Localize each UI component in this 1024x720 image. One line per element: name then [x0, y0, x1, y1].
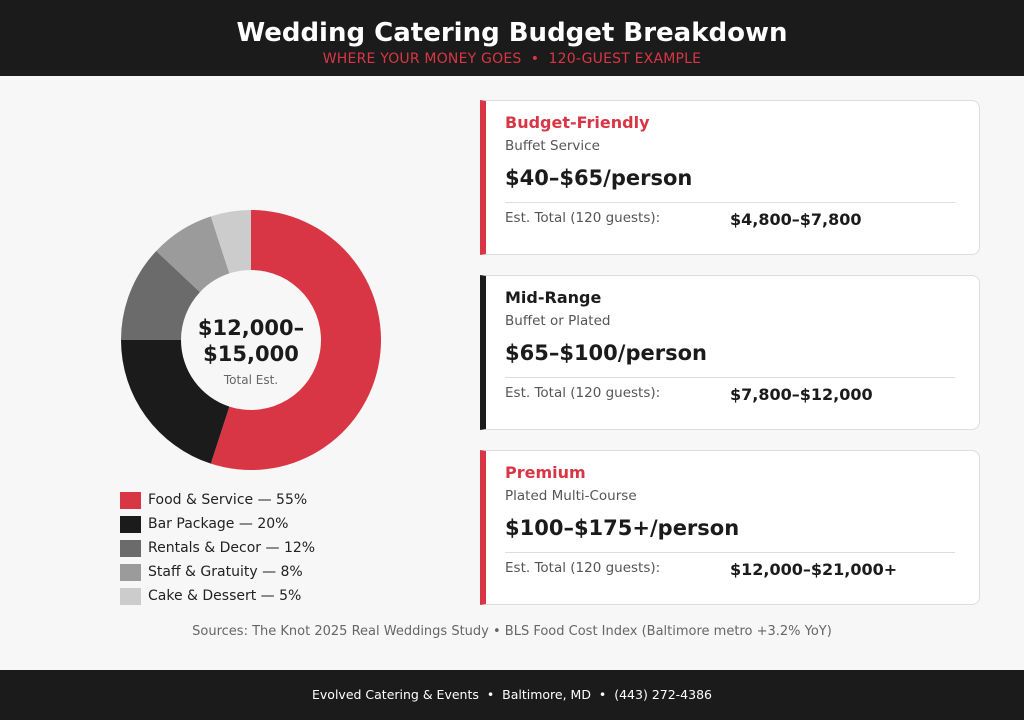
legend-item: Cake & Dessert — 5% [120, 584, 315, 608]
tier-total: $7,800–$12,000 [730, 385, 873, 404]
legend-swatch [120, 515, 141, 533]
tier-service: Buffet or Plated [505, 313, 611, 329]
divider [505, 202, 955, 203]
donut-slice-staff-gratuity [156, 216, 230, 293]
divider [505, 552, 955, 553]
tier-price: $100–$175+/person [505, 516, 740, 540]
tier-total-label: Est. Total (120 guests): [505, 385, 661, 401]
tier-service: Plated Multi-Course [505, 488, 637, 504]
legend-item: Staff & Gratuity — 8% [120, 560, 315, 584]
donut-slice-rentals-decor [121, 251, 200, 340]
legend-swatch [120, 587, 141, 605]
legend: Food & Service — 55% Bar Package — 20% R… [120, 488, 315, 608]
legend-swatch [120, 539, 141, 557]
legend-item: Rentals & Decor — 12% [120, 536, 315, 560]
legend-item: Bar Package — 20% [120, 512, 315, 536]
tier-price: $65–$100/person [505, 341, 707, 365]
donut-slice-cake-dessert [210, 210, 251, 274]
page-title: Wedding Catering Budget Breakdown [236, 18, 788, 48]
tier-card-mid-range: Mid-Range Buffet or Plated $65–$100/pers… [480, 275, 980, 430]
legend-label: Bar Package — 20% [148, 516, 289, 532]
tier-total: $12,000–$21,000+ [730, 560, 898, 579]
tier-name: Premium [505, 463, 586, 482]
legend-swatch [120, 491, 141, 509]
tier-price: $40–$65/person [505, 166, 693, 190]
footer: Evolved Catering & Events • Baltimore, M… [0, 670, 1024, 720]
tier-card-budget-friendly: Budget-Friendly Buffet Service $40–$65/p… [480, 100, 980, 255]
legend-label: Food & Service — 55% [148, 492, 308, 508]
center-amount-line1: $12,000– [197, 316, 305, 340]
tier-card-premium: Premium Plated Multi-Course $100–$175+/p… [480, 450, 980, 605]
tier-total-label: Est. Total (120 guests): [505, 560, 661, 576]
legend-item: Food & Service — 55% [120, 488, 315, 512]
sources-note: Sources: The Knot 2025 Real Weddings Stu… [192, 624, 832, 639]
page-subtitle: WHERE YOUR MONEY GOES • 120-GUEST EXAMPL… [322, 51, 702, 67]
tier-total-label: Est. Total (120 guests): [505, 210, 661, 226]
center-label: Total Est. [223, 373, 279, 387]
legend-swatch [120, 563, 141, 581]
tier-total: $4,800–$7,800 [730, 210, 862, 229]
donut-slice-bar-package [121, 340, 230, 464]
tier-service: Buffet Service [505, 138, 600, 154]
donut-slice-food-service [210, 210, 381, 471]
tier-name: Mid-Range [505, 288, 602, 307]
legend-label: Rentals & Decor — 12% [148, 540, 316, 556]
legend-label: Staff & Gratuity — 8% [148, 564, 303, 580]
header: Wedding Catering Budget Breakdown WHERE … [0, 0, 1024, 76]
donut-chart [121, 210, 381, 471]
tier-name: Budget-Friendly [505, 113, 650, 132]
donut-center: $12,000– $15,000 Total Est. [171, 315, 331, 387]
legend-label: Cake & Dessert — 5% [148, 588, 302, 604]
center-amount-line2: $15,000 [203, 342, 299, 366]
divider [505, 377, 955, 378]
